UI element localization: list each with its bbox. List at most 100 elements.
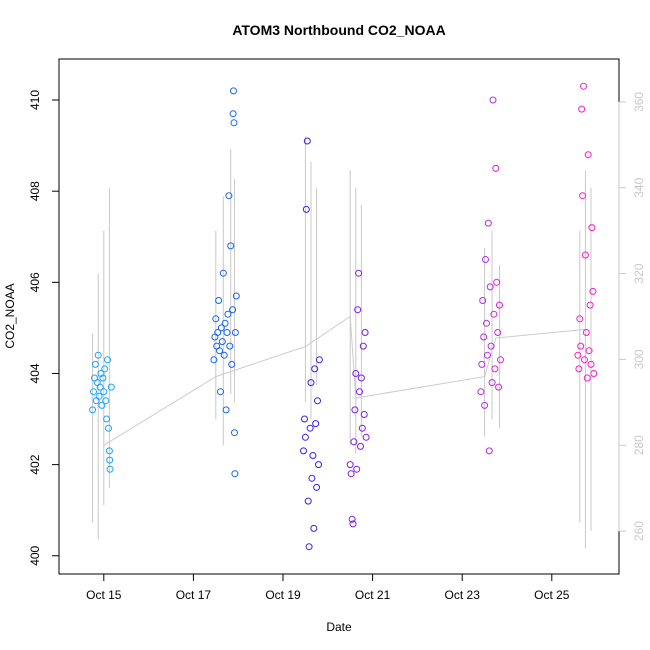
x-tick-label: Oct 17	[176, 588, 212, 602]
data-point	[215, 297, 223, 304]
data-point	[95, 392, 103, 400]
data-point	[495, 383, 503, 391]
data-point	[482, 256, 489, 263]
data-point	[496, 301, 503, 309]
y2-tick-label: 360	[632, 92, 646, 112]
y-axis-label: CO2_NOAA	[3, 283, 17, 348]
x-tick-label: Oct 23	[445, 588, 481, 602]
data-point	[306, 424, 314, 432]
data-point	[581, 356, 588, 364]
data-point	[480, 333, 488, 341]
data-point	[485, 447, 493, 455]
data-point	[300, 447, 307, 455]
x-axis: Oct 15 Oct 17 Oct 19 Oct 21 Oct 23 Oct 25	[86, 573, 570, 602]
data-point	[486, 283, 494, 291]
data-point	[355, 269, 363, 277]
data-point	[346, 461, 354, 469]
y-tick-label: 410	[28, 90, 42, 110]
data-point	[481, 401, 489, 409]
data-point	[494, 329, 502, 336]
data-point	[362, 433, 370, 441]
y2-tick-label: 260	[632, 521, 646, 541]
data-point	[226, 342, 234, 350]
data-point	[100, 388, 108, 396]
data-point	[349, 520, 357, 528]
data-point	[218, 338, 226, 346]
data-point	[579, 192, 587, 200]
y-tick-label: 404	[28, 363, 42, 383]
data-point	[348, 515, 356, 523]
data-point	[310, 524, 318, 532]
data-point	[230, 87, 237, 95]
x-tick-label: Oct 15	[86, 588, 122, 602]
data-point	[354, 306, 362, 314]
y-tick-label: 400	[28, 545, 42, 565]
data-point	[301, 415, 308, 423]
data-point	[576, 315, 584, 323]
data-point	[231, 470, 239, 478]
data-point	[484, 219, 492, 227]
data-point	[228, 360, 236, 368]
data-point	[584, 151, 592, 159]
x-tick-label: Oct 21	[355, 588, 391, 602]
plot-area	[58, 58, 620, 575]
data-point	[489, 96, 497, 104]
data-point	[212, 315, 220, 323]
data-point	[216, 347, 223, 355]
x-tick-label: Oct 25	[534, 588, 570, 602]
data-point	[225, 192, 233, 200]
data-point	[491, 365, 499, 373]
data-point	[315, 461, 322, 469]
data-point	[217, 324, 225, 332]
data-point	[347, 470, 355, 478]
data-point	[219, 269, 227, 277]
secondary-line-group	[103, 315, 586, 446]
data-point	[224, 310, 232, 318]
secondary-line	[103, 315, 586, 446]
data-point	[353, 465, 361, 473]
data-point	[303, 137, 311, 145]
data-point	[230, 119, 238, 127]
data-point	[105, 447, 113, 455]
data-point	[483, 319, 490, 327]
data-point	[487, 342, 495, 350]
y-axis: 400 402 404 406 408 410	[28, 90, 60, 566]
y2-axis: 260 280 300 320 340 360	[618, 92, 646, 541]
data-point	[492, 164, 500, 172]
data-point	[350, 438, 358, 446]
data-point	[575, 365, 583, 373]
data-point	[101, 365, 109, 373]
data-point	[314, 397, 321, 405]
data-point	[223, 329, 231, 336]
data-point	[96, 383, 104, 391]
data-point	[304, 497, 312, 505]
data-point	[94, 351, 102, 359]
data-point	[232, 292, 240, 300]
data-point	[104, 356, 111, 364]
data-point	[217, 388, 224, 396]
data-point	[308, 474, 316, 482]
data-point	[352, 370, 360, 377]
data-point	[301, 433, 309, 441]
data-point	[580, 82, 587, 90]
data-point	[307, 379, 315, 387]
data-point	[305, 543, 313, 551]
data-point	[587, 360, 595, 368]
data-point	[309, 452, 317, 459]
y2-tick-label: 320	[632, 263, 646, 283]
data-point	[229, 110, 237, 118]
data-point	[214, 329, 222, 336]
data-point	[358, 424, 366, 432]
data-points	[89, 82, 598, 551]
data-point	[231, 429, 238, 437]
data-point	[98, 401, 106, 409]
data-point	[105, 424, 112, 432]
data-point	[585, 347, 593, 355]
data-point	[220, 351, 228, 359]
data-point	[582, 329, 590, 336]
data-point	[357, 442, 364, 450]
data-point	[479, 297, 487, 304]
y2-tick-label: 340	[632, 177, 646, 197]
data-point	[312, 420, 320, 428]
data-point	[103, 415, 111, 423]
